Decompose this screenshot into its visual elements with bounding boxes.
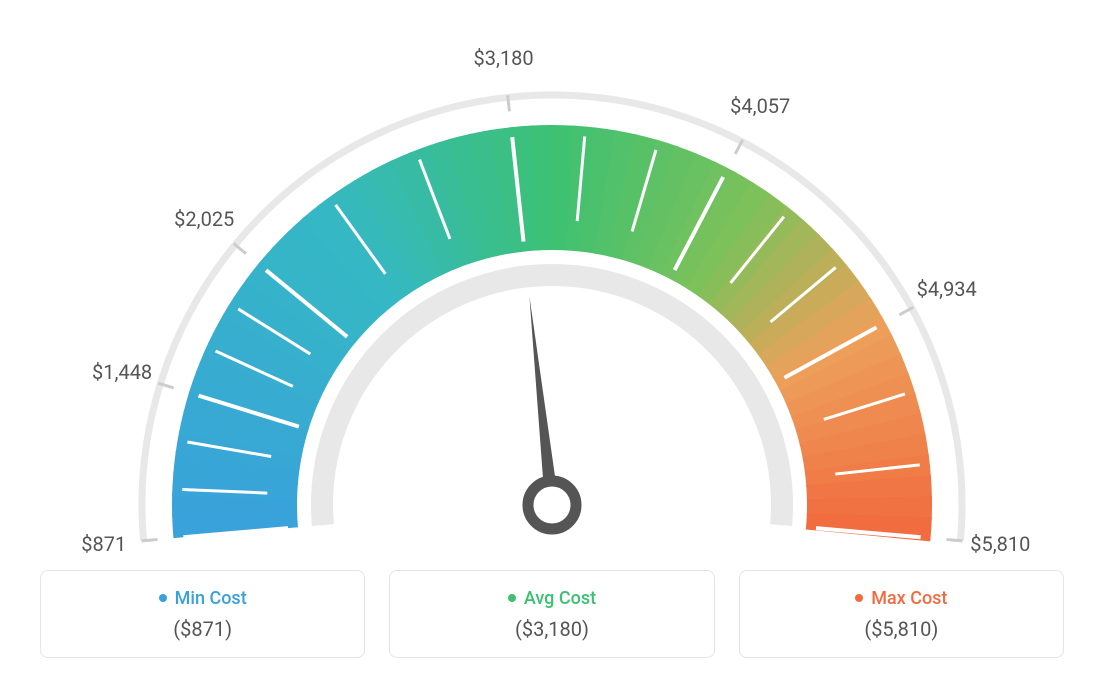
gauge-outer-tick [142,540,158,541]
legend-dot-icon [855,594,863,602]
legend-title: Max Cost [855,588,947,609]
gauge-tick-label: $4,934 [917,277,977,301]
legend-value: ($5,810) [760,617,1043,641]
gauge-tick-label: $2,025 [174,207,234,231]
legend-dot-icon [159,594,167,602]
legend-card: Max Cost ($5,810) [739,570,1064,658]
gauge-container: $871 $1,448 $2,025 $3,180 $4,057 $4,934 $5,810 [0,0,1104,560]
legend-label: Avg Cost [524,588,596,609]
legend-title: Avg Cost [508,588,596,609]
gauge-tick-label: $5,810 [970,532,1030,556]
legend-card: Min Cost ($871) [40,570,365,658]
gauge-outer-tick [508,95,510,111]
legend-value: ($871) [61,617,344,641]
legend-dot-icon [508,594,516,602]
legend-label: Max Cost [871,588,947,609]
legend-card: Avg Cost ($3,180) [389,570,714,658]
gauge-tick-label: $4,057 [730,94,790,118]
legend-row: Min Cost ($871) Avg Cost ($3,180) Max Cost ($… [0,570,1104,658]
gauge-outer-tick [946,540,962,541]
legend-value: ($3,180) [410,617,693,641]
gauge-tick-label: $3,180 [474,46,534,70]
legend-label: Min Cost [175,588,247,609]
gauge-needle [529,296,559,506]
gauge-needle-hub [528,481,576,529]
legend-title: Min Cost [159,588,247,609]
gauge-tick-label: $1,448 [92,360,152,384]
gauge-tick-label: $871 [81,532,126,556]
